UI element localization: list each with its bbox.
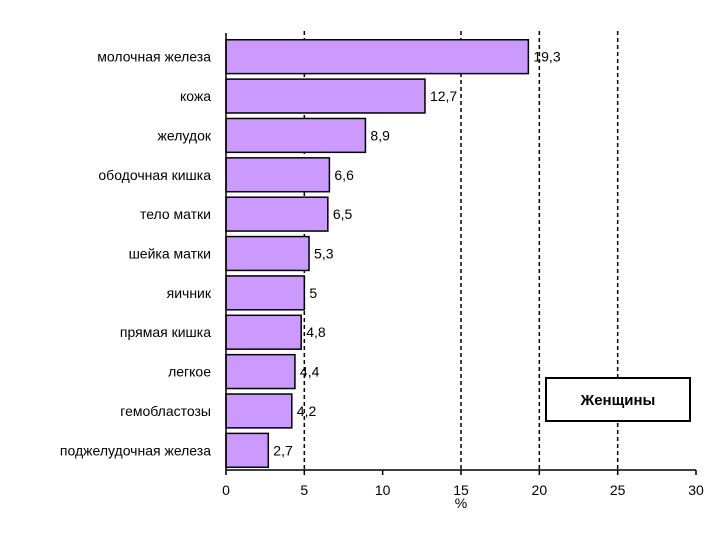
legend: Женщины: [545, 377, 691, 422]
value-label: 19,3: [533, 49, 560, 65]
bar: [225, 432, 270, 468]
category-label: яичник: [167, 285, 212, 301]
x-tick-label: 5: [300, 482, 308, 498]
category-label: шейка матки: [129, 246, 211, 262]
category-label: кожа: [180, 88, 211, 104]
bar: [225, 314, 302, 350]
category-label: ободочная кишка: [98, 167, 211, 183]
category-labels: молочная железа кожа желудок ободочная кишк…: [60, 49, 212, 459]
value-label: 2,7: [273, 442, 293, 458]
x-tick-label: 10: [375, 482, 391, 498]
category-label: гемобластозы: [120, 403, 211, 419]
x-axis-label: %: [455, 495, 467, 511]
category-label: тело матки: [140, 206, 211, 222]
x-tick-label: 15: [453, 482, 469, 498]
value-label: 8,9: [370, 127, 390, 143]
bar: [225, 196, 329, 232]
value-label: 6,5: [333, 206, 353, 222]
category-label: прямая кишка: [120, 324, 211, 340]
x-tick-labels: 0 5 10 15 20 25 30: [222, 470, 704, 498]
legend-label: Женщины: [580, 392, 656, 409]
x-tick-label: 25: [610, 482, 626, 498]
value-label: 4,2: [297, 403, 317, 419]
bar: [225, 78, 426, 114]
category-label: желудок: [158, 127, 212, 143]
legend-box: [545, 377, 691, 422]
bar: [225, 275, 306, 311]
x-tick-label: 20: [532, 482, 548, 498]
bars: [225, 39, 530, 468]
category-label: легкое: [168, 364, 211, 380]
value-label: 5: [309, 285, 317, 301]
category-label: молочная железа: [97, 49, 211, 65]
value-label: 12,7: [430, 88, 457, 104]
bar: [225, 39, 530, 75]
bar: [225, 117, 367, 154]
value-label: 5,3: [314, 246, 334, 262]
value-label: 6,6: [334, 167, 354, 183]
bar: [225, 393, 293, 429]
bar: [225, 353, 296, 390]
value-label: 4,8: [306, 324, 326, 340]
x-tick-label: 30: [688, 482, 704, 498]
bar: [225, 157, 331, 193]
x-tick-label: 0: [222, 482, 230, 498]
category-label: поджелудочная железа: [60, 442, 211, 458]
bar: [225, 235, 310, 272]
value-labels: 19,3 12,7 8,9 6,6 6,5 5,3 5 4,8 4,4 4,2 2,7: [273, 49, 561, 459]
value-label: 4,4: [300, 364, 320, 380]
